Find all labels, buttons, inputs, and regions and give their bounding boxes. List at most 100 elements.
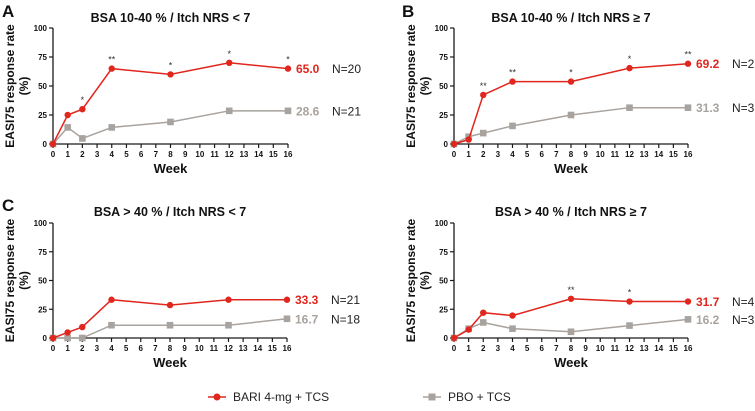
data-point-pbo <box>626 322 633 329</box>
significance-marker: ** <box>480 81 488 91</box>
n-label-pbo: N=37 <box>732 313 755 327</box>
n-label-bari: N=21 <box>331 293 360 307</box>
data-point-pbo <box>64 334 71 342</box>
y-axis-label-line2: (%) <box>17 77 31 96</box>
x-tick-label: 4 <box>510 344 515 353</box>
significance-marker: * <box>628 288 632 298</box>
x-tick-label: 0 <box>51 344 56 353</box>
x-tick-label: 14 <box>254 150 263 159</box>
y-axis-label: EASI75 response rate(%) <box>404 24 432 148</box>
significance-marker: * <box>569 68 573 78</box>
significance-marker: * <box>169 60 173 70</box>
x-tick-label: 2 <box>80 344 85 353</box>
y-tick-label: 100 <box>34 219 48 228</box>
panel-label: B <box>402 2 414 21</box>
x-tick-label: 6 <box>139 344 144 353</box>
x-tick-label: 4 <box>110 150 115 159</box>
x-tick-label: 3 <box>95 344 100 353</box>
x-tick-label: 15 <box>669 344 678 353</box>
significance-marker: * <box>227 49 231 59</box>
end-value-label-bari: 69.2 <box>696 57 720 71</box>
x-tick-label: 2 <box>80 150 85 159</box>
chart-title: BSA > 40 % / Itch NRS < 7 <box>94 205 246 219</box>
x-tick-label: 1 <box>466 150 471 159</box>
y-axis-label-line1: EASI75 response rate <box>404 24 418 148</box>
data-point-bari <box>79 106 86 113</box>
data-point-pbo <box>225 321 232 329</box>
data-point-pbo <box>283 315 291 323</box>
x-tick-label: 11 <box>210 150 219 159</box>
y-tick-label: 75 <box>439 53 448 62</box>
x-tick-label: 11 <box>611 344 620 353</box>
x-tick-label: 7 <box>153 344 158 353</box>
data-point-bari <box>450 334 458 342</box>
x-tick-label: 1 <box>65 150 70 159</box>
data-point-bari <box>684 60 692 67</box>
x-axis-label: Week <box>154 161 188 176</box>
y-tick-label: 0 <box>43 140 48 149</box>
chart-panel-3: C BSA > 40 % / Itch NRS < 7 EASI75 respons… <box>2 196 360 370</box>
data-point-pbo <box>509 122 516 130</box>
y-tick-label: 50 <box>38 277 47 286</box>
y-tick-label: 50 <box>38 82 47 91</box>
x-tick-label: 9 <box>583 344 588 353</box>
x-tick-label: 9 <box>182 344 187 353</box>
x-tick-label: 12 <box>625 344 634 353</box>
data-point-bari <box>465 326 472 333</box>
data-point-pbo <box>684 316 692 323</box>
x-tick-label: 0 <box>51 150 56 159</box>
y-tick-label: 0 <box>444 140 449 149</box>
x-tick-label: 10 <box>195 150 204 159</box>
y-tick-label: 50 <box>439 82 448 91</box>
n-label-bari: N=26 <box>732 57 755 71</box>
x-tick-label: 10 <box>195 344 204 353</box>
x-tick-label: 12 <box>625 150 634 159</box>
n-label-pbo: N=18 <box>331 312 360 326</box>
n-label-bari: N=41 <box>732 295 755 309</box>
y-axis-label: EASI75 response rate(%) <box>3 218 31 342</box>
x-tick-label: 13 <box>239 344 248 353</box>
data-point-bari <box>450 140 458 148</box>
data-point-bari <box>684 298 692 305</box>
chart-panel-4: BSA > 40 % / Itch NRS ≥ 7 EASI75 response… <box>404 205 755 370</box>
x-tick-label: 2 <box>481 344 486 353</box>
x-tick-label: 7 <box>554 344 559 353</box>
data-point-bari <box>108 296 115 303</box>
x-tick-label: 14 <box>253 344 262 353</box>
legend-pbo-marker <box>428 393 436 401</box>
x-tick-label: 4 <box>109 344 114 353</box>
x-tick-label: 0 <box>452 150 457 159</box>
y-tick-label: 25 <box>439 305 448 314</box>
x-tick-label: 14 <box>654 344 663 353</box>
legend: BARI 4-mg + TCS PBO + TCS <box>208 390 511 404</box>
data-point-bari <box>284 65 292 72</box>
x-tick-label: 9 <box>183 150 188 159</box>
x-tick-label: 13 <box>640 150 649 159</box>
data-point-pbo <box>166 321 174 329</box>
panel-label: A <box>2 2 14 21</box>
x-tick-label: 7 <box>154 150 159 159</box>
legend-bari-label: BARI 4-mg + TCS <box>233 390 329 404</box>
data-point-bari <box>465 136 472 143</box>
data-point-bari <box>108 65 115 72</box>
x-tick-label: 3 <box>496 344 501 353</box>
x-tick-label: 14 <box>654 150 663 159</box>
y-axis-label-line1: EASI75 response rate <box>404 218 418 342</box>
end-value-label-bari: 33.3 <box>295 293 319 307</box>
chart-panel-1: A BSA 10-40 % / Itch NRS < 7 EASI75 respon… <box>2 2 361 176</box>
y-tick-label: 50 <box>439 277 448 286</box>
x-tick-label: 12 <box>224 344 233 353</box>
x-tick-label: 11 <box>611 150 620 159</box>
significance-marker: * <box>81 95 85 105</box>
data-point-pbo <box>567 328 575 336</box>
x-tick-label: 11 <box>210 344 219 353</box>
data-point-bari <box>64 111 71 119</box>
y-axis-label: EASI75 response rate(%) <box>3 24 31 148</box>
chart-title: BSA > 40 % / Itch NRS ≥ 7 <box>495 205 647 219</box>
x-tick-label: 8 <box>168 150 173 159</box>
y-axis-label-line2: (%) <box>17 271 31 290</box>
end-value-label-bari: 65.0 <box>296 62 320 76</box>
y-tick-label: 75 <box>38 53 47 62</box>
y-axis-label-line2: (%) <box>418 271 432 290</box>
y-tick-label: 100 <box>435 219 449 228</box>
